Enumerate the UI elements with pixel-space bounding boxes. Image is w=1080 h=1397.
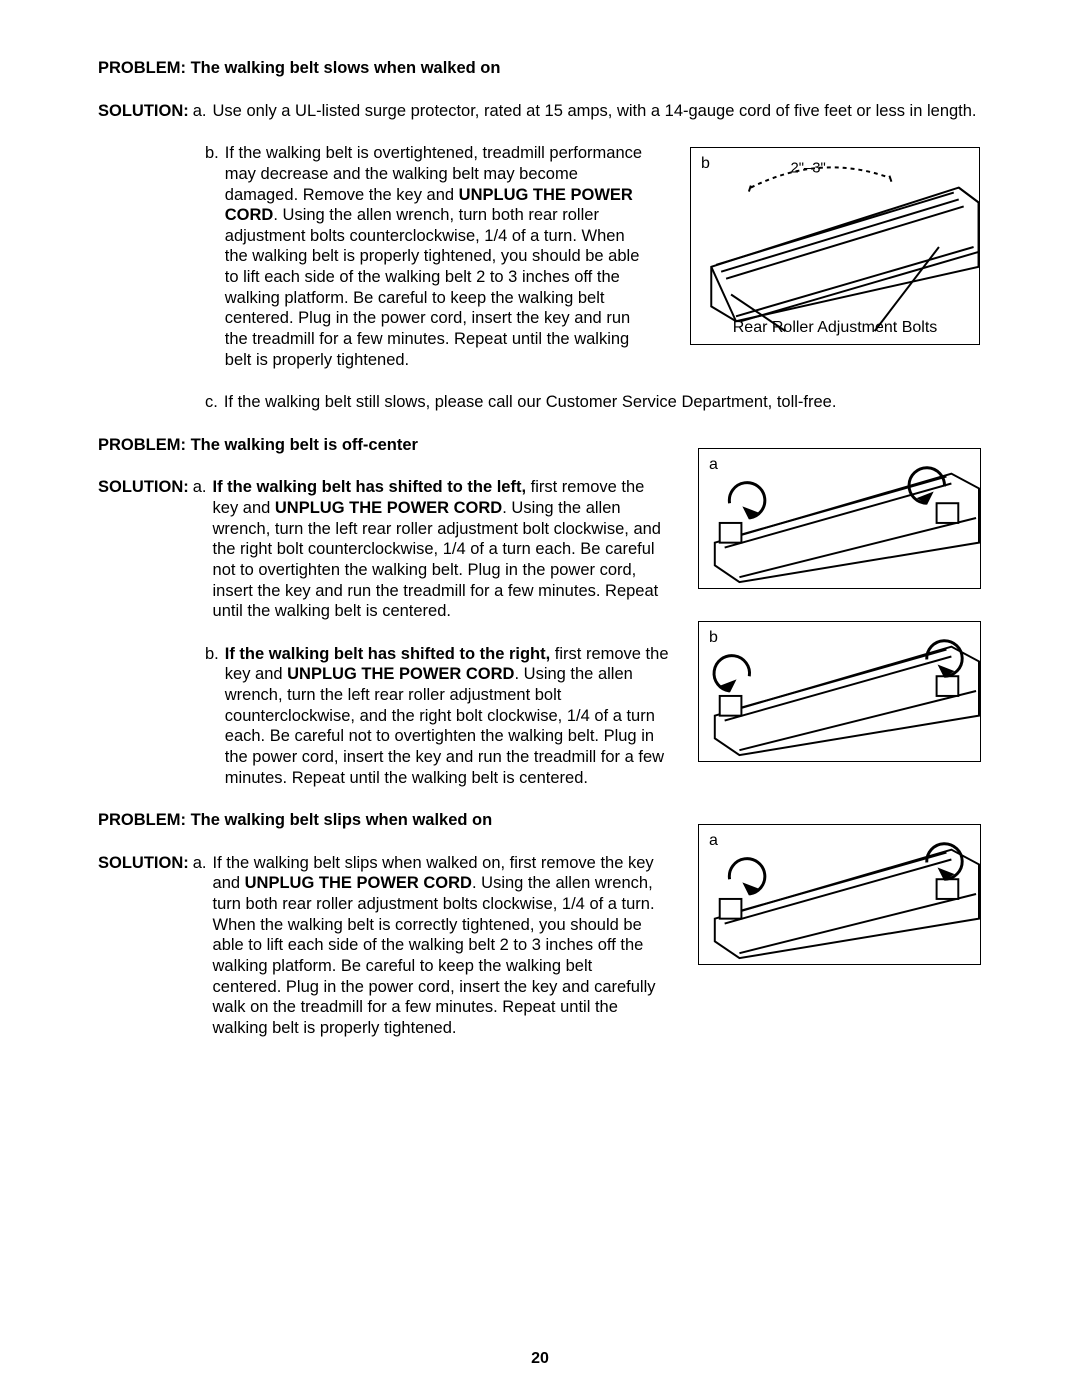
item-text: Use only a UL-listed surge protector, ra… (213, 101, 982, 122)
diagram-tag: b (701, 154, 710, 174)
item-text: If the walking belt still slows, please … (224, 392, 982, 413)
diagram-b-right: b (698, 621, 981, 762)
text-bold: UNPLUG THE POWER CORD (287, 665, 514, 683)
item-text: If the walking belt is overtightened, tr… (225, 143, 645, 370)
item-letter: a. (193, 101, 213, 122)
item-letter: a. (193, 477, 213, 498)
solution-row-1a: SOLUTION: a. Use only a UL-listed surge … (98, 101, 982, 122)
item-text: If the walking belt slips when walked on… (213, 853, 665, 1039)
treadmill-adjust-right-icon (699, 622, 980, 761)
page-number: 20 (0, 1349, 1080, 1369)
text-bold: UNPLUG THE POWER CORD (245, 874, 472, 892)
diagram-tag: a (709, 455, 718, 475)
item-letter: a. (193, 853, 213, 874)
diagram-tag: b (709, 628, 718, 648)
text-bold: UNPLUG THE POWER CORD (275, 499, 502, 517)
text-post: . Using the allen wrench, turn both rear… (213, 874, 656, 1036)
item-text: If the walking belt has shifted to the l… (213, 477, 665, 621)
problem-title-1: PROBLEM: The walking belt slows when wal… (98, 58, 982, 79)
measurement-label: 2"–3" (790, 161, 825, 177)
solution-label: SOLUTION: (98, 101, 193, 122)
item-letter: c. (205, 392, 224, 413)
solution-label: SOLUTION: (98, 477, 193, 498)
diagram-caption: Rear Roller Adjustment Bolts (691, 318, 979, 338)
text-post: . Using the allen wrench, turn both rear… (225, 206, 640, 368)
text-post: . Using the allen wrench, turn the left … (225, 665, 664, 786)
diagram-b-top: b 2"–3" Rear Roller Adjustment Bolts (690, 147, 980, 345)
solution-label: SOLUTION: (98, 853, 193, 874)
text-bold-lead: If the walking belt has shifted to the l… (213, 478, 527, 496)
text-post: . Using the allen wrench, turn the left … (213, 499, 661, 620)
item-letter: b. (205, 143, 225, 164)
diagram-a-slip: a (698, 824, 981, 965)
item-letter: b. (205, 644, 225, 665)
solution-row-1c: c. If the walking belt still slows, plea… (205, 392, 982, 413)
treadmill-rear-icon: 2"–3" (691, 148, 979, 344)
text-bold-lead: If the walking belt has shifted to the r… (225, 645, 550, 663)
treadmill-adjust-left-icon (699, 449, 980, 588)
treadmill-tighten-icon (699, 825, 980, 964)
item-text: If the walking belt has shifted to the r… (225, 644, 677, 788)
diagram-a-left: a (698, 448, 981, 589)
diagram-tag: a (709, 831, 718, 851)
